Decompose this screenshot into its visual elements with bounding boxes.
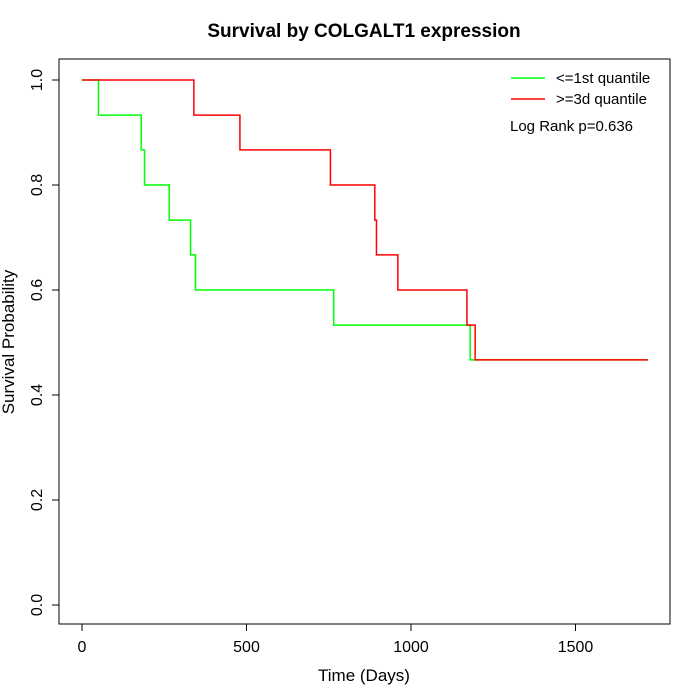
y-axis-title: Survival Probability xyxy=(0,269,18,414)
y-tick-label: 0.8 xyxy=(29,174,46,196)
survival-curve-1 xyxy=(82,79,648,361)
x-axis: 0 500 1000 1500 xyxy=(78,623,594,656)
y-tick-label: 1.0 xyxy=(29,69,46,91)
x-tick-label: 1000 xyxy=(393,639,429,656)
plot-frame xyxy=(58,58,671,625)
legend-label: <=1st quantile xyxy=(556,70,650,87)
series-layer xyxy=(82,79,648,361)
x-tick-label: 500 xyxy=(233,639,260,656)
log-rank-annotation: Log Rank p=0.636 xyxy=(510,118,633,135)
legend-label: >=3d quantile xyxy=(556,91,647,108)
x-tick-label: 1500 xyxy=(558,639,594,656)
chart-title: Survival by COLGALT1 expression xyxy=(207,21,520,42)
x-axis-title: Time (Days) xyxy=(318,666,410,685)
y-tick-label: 0.2 xyxy=(29,489,46,511)
y-tick-label: 0.6 xyxy=(29,279,46,301)
survival-curve-2 xyxy=(82,79,648,361)
y-axis: 0.0 0.2 0.4 0.6 0.8 1.0 xyxy=(29,69,60,616)
legend: <=1st quantile >=3d quantile xyxy=(511,70,650,108)
y-tick-label: 0.4 xyxy=(29,384,46,406)
y-tick-label: 0.0 xyxy=(29,594,46,616)
x-tick-label: 0 xyxy=(78,639,87,656)
